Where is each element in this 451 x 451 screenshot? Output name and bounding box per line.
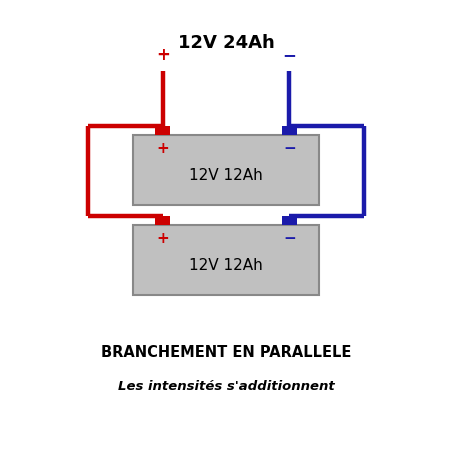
Text: +: + xyxy=(156,46,169,64)
Text: 12V 12Ah: 12V 12Ah xyxy=(189,258,262,272)
Bar xyxy=(155,216,170,226)
Text: −: − xyxy=(282,46,295,64)
Text: 12V 12Ah: 12V 12Ah xyxy=(189,167,262,182)
Text: 12V 24Ah: 12V 24Ah xyxy=(177,34,274,52)
Text: −: − xyxy=(282,230,295,246)
Text: +: + xyxy=(156,140,169,156)
Text: BRANCHEMENT EN PARALLELE: BRANCHEMENT EN PARALLELE xyxy=(101,344,350,359)
Bar xyxy=(133,226,318,295)
Text: −: − xyxy=(282,140,295,156)
Bar xyxy=(155,126,170,135)
Text: +: + xyxy=(156,230,169,246)
Text: Les intensités s'additionnent: Les intensités s'additionnent xyxy=(117,379,334,392)
Bar xyxy=(133,135,318,205)
Bar xyxy=(281,216,296,226)
Bar xyxy=(281,126,296,135)
